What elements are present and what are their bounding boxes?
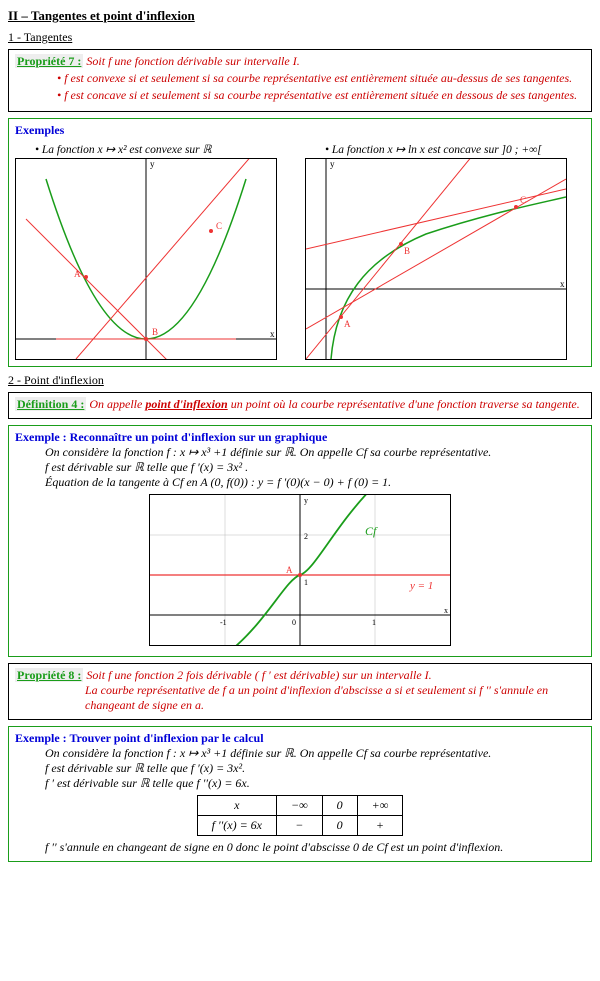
property-7-bullet-1: • f est convexe si et seulement si sa co… bbox=[15, 71, 585, 86]
example-2-line-2: f est dérivable sur ℝ telle que f ′(x) =… bbox=[15, 460, 585, 475]
sign-table-h1: −∞ bbox=[277, 796, 323, 816]
sign-table-h0: x bbox=[197, 796, 276, 816]
svg-text:y: y bbox=[330, 159, 335, 169]
property-8-line-2: La courbe représentative de f a un point… bbox=[15, 683, 585, 713]
sign-table-h2: 0 bbox=[322, 796, 357, 816]
svg-text:C: C bbox=[216, 221, 222, 231]
svg-text:2: 2 bbox=[304, 532, 308, 541]
svg-text:x: x bbox=[270, 329, 275, 339]
property-8-label: Propriété 8 : bbox=[15, 668, 83, 682]
graph-1-caption: • La fonction x ↦ x² est convexe sur ℝ bbox=[15, 142, 295, 156]
property-7-label: Propriété 7 : bbox=[15, 54, 83, 68]
subsection-2: 2 - Point d'inflexion bbox=[8, 373, 592, 388]
graph-concave: x y A B C bbox=[305, 158, 567, 360]
graph-inflexion: x y 0 -1 1 2 y = 1 Cf A 1 bbox=[149, 494, 451, 646]
sign-table-r1: − bbox=[277, 816, 323, 836]
example-2-box: Exemple : Reconnaître un point d'inflexi… bbox=[8, 425, 592, 657]
svg-text:B: B bbox=[152, 327, 158, 337]
examples-1-label: Exemples bbox=[15, 123, 585, 138]
example-2-line-1: On considère la fonction f : x ↦ x³ +1 d… bbox=[15, 445, 585, 460]
sign-table-r0: f ′′(x) = 6x bbox=[197, 816, 276, 836]
curve-label: Cf bbox=[365, 524, 378, 538]
svg-text:y: y bbox=[304, 496, 308, 505]
property-8-line-1: Soit f une fonction 2 fois dérivable ( f… bbox=[86, 668, 431, 682]
svg-text:-1: -1 bbox=[220, 618, 227, 627]
svg-text:1: 1 bbox=[372, 618, 376, 627]
page-title: II – Tangentes et point d'inflexion bbox=[8, 8, 592, 24]
definition-4-label: Définition 4 : bbox=[15, 397, 86, 411]
subsection-1: 1 - Tangentes bbox=[8, 30, 592, 45]
example-3-line-3: f ′ est dérivable sur ℝ telle que f ′′(x… bbox=[15, 776, 585, 791]
property-7-bullet-2: • f est concave si et seulement si sa co… bbox=[15, 88, 585, 103]
svg-text:A: A bbox=[74, 269, 81, 279]
examples-1-box: Exemples • La fonction x ↦ x² est convex… bbox=[8, 118, 592, 367]
graph-convex: x y A B C bbox=[15, 158, 277, 360]
definition-4-text: On appelle point d'inflexion un point où… bbox=[89, 397, 579, 411]
property-8-box: Propriété 8 : Soit f une fonction 2 fois… bbox=[8, 663, 592, 720]
sign-table-r3: + bbox=[357, 816, 403, 836]
svg-text:1: 1 bbox=[304, 578, 308, 587]
svg-text:C: C bbox=[520, 195, 526, 205]
example-2-line-3: Équation de la tangente à Cf en A (0, f(… bbox=[15, 475, 585, 490]
property-7-box: Propriété 7 : Soit f une fonction dériva… bbox=[8, 49, 592, 112]
svg-text:A: A bbox=[344, 319, 351, 329]
example-3-line-2: f est dérivable sur ℝ telle que f ′(x) =… bbox=[15, 761, 585, 776]
svg-text:y: y bbox=[150, 159, 155, 169]
sign-table-h3: +∞ bbox=[357, 796, 403, 816]
svg-text:A: A bbox=[286, 565, 293, 575]
graph-2-caption: • La fonction x ↦ ln x est concave sur ]… bbox=[305, 142, 585, 156]
tangent-label: y = 1 bbox=[409, 580, 433, 592]
svg-text:x: x bbox=[560, 279, 565, 289]
sign-table-r2: 0 bbox=[322, 816, 357, 836]
example-3-conclusion: f ′′ s'annule en changeant de signe en 0… bbox=[15, 840, 585, 855]
example-2-label: Exemple : Reconnaître un point d'inflexi… bbox=[15, 430, 585, 445]
property-7-intro: Soit f une fonction dérivable sur interv… bbox=[86, 54, 299, 68]
svg-text:B: B bbox=[404, 246, 410, 256]
svg-text:0: 0 bbox=[292, 618, 296, 627]
example-3-box: Exemple : Trouver point d'inflexion par … bbox=[8, 726, 592, 862]
example-3-line-1: On considère la fonction f : x ↦ x³ +1 d… bbox=[15, 746, 585, 761]
sign-table: x −∞ 0 +∞ f ′′(x) = 6x − 0 + bbox=[197, 795, 404, 836]
example-3-label: Exemple : Trouver point d'inflexion par … bbox=[15, 731, 585, 746]
svg-text:x: x bbox=[444, 606, 448, 615]
definition-4-box: Définition 4 : On appelle point d'inflex… bbox=[8, 392, 592, 419]
